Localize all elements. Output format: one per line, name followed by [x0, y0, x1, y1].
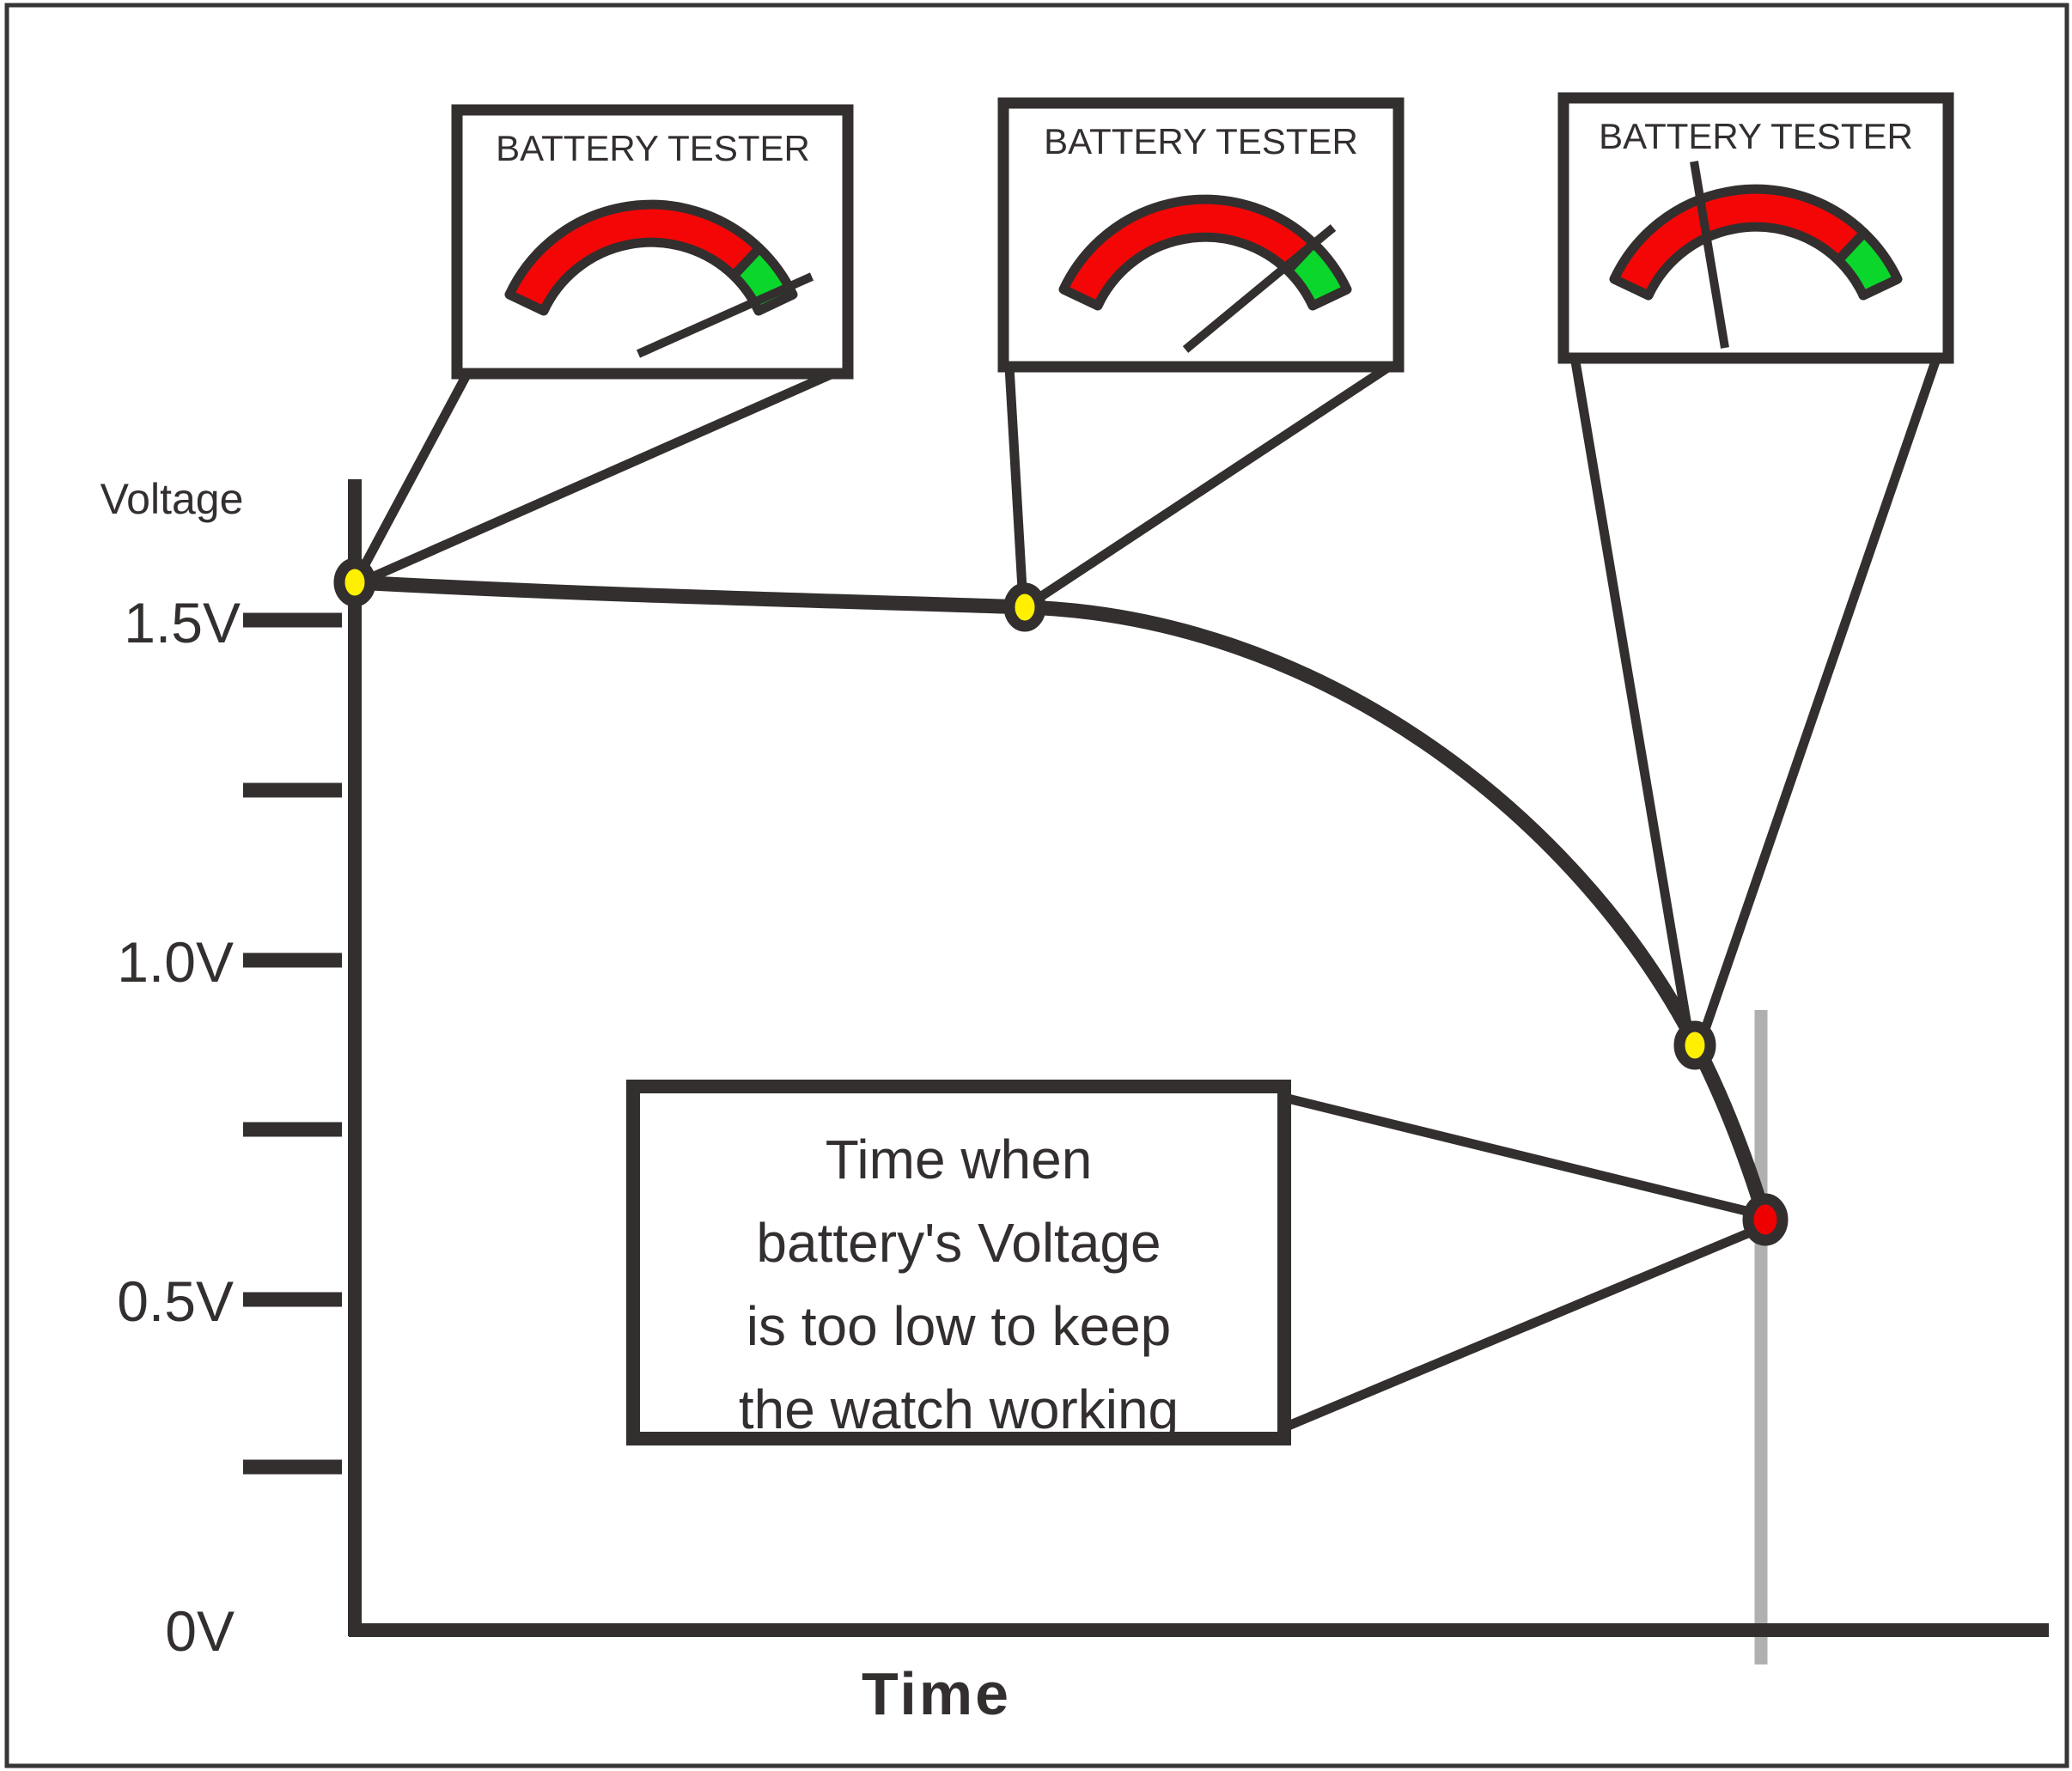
x-axis-title: Time — [862, 1660, 1011, 1727]
tester3-needle — [1690, 161, 1729, 349]
tester3-arc-green — [1833, 228, 1903, 301]
tester3-funnel-left — [1569, 356, 1695, 1042]
tick-label-1-5v: 1.5V — [124, 591, 241, 654]
battery-tester-1: BATTERY TESTER — [451, 104, 854, 380]
callout: Time when battery's Voltage is too low t… — [626, 1080, 1291, 1445]
data-point-good — [1003, 582, 1046, 632]
tester2-title: BATTERY TESTER — [1044, 121, 1358, 161]
callout-funnel-top — [1283, 1092, 1762, 1220]
tester3-funnel-right — [1697, 355, 1942, 1041]
tester1-funnel-right — [362, 367, 839, 586]
callout-line-2: battery's Voltage — [756, 1212, 1161, 1274]
tester2-needle — [1182, 224, 1337, 353]
tick-label-0-5v: 0.5V — [117, 1269, 234, 1333]
tick-label-0v: 0V — [165, 1599, 235, 1663]
callout-frame — [626, 1080, 1291, 1445]
callout-line-3: is too low to keep — [747, 1295, 1172, 1357]
tester1-title: BATTERY TESTER — [496, 128, 810, 168]
callout-funnel-bottom — [1282, 1223, 1763, 1433]
tester2-funnel-left — [1004, 366, 1028, 605]
tester2-funnel-right — [1029, 362, 1393, 606]
tester1-funnel-left — [353, 369, 472, 581]
tester3-title: BATTERY TESTER — [1599, 116, 1913, 156]
tester1-needle — [636, 272, 814, 358]
tick-label-1-0v: 1.0V — [117, 930, 234, 994]
data-point-fresh — [333, 557, 376, 607]
y-axis-title: Voltage — [101, 475, 244, 523]
tester3-frame — [1557, 92, 1954, 364]
data-point-weak — [1673, 1020, 1716, 1070]
page-border — [4, 3, 2069, 1768]
data-point-dead — [1742, 1193, 1789, 1246]
battery-tester-2: BATTERY TESTER — [997, 97, 1405, 373]
battery-tester-3: BATTERY TESTER — [1557, 92, 1954, 364]
tester2-arc-green — [1283, 238, 1352, 311]
callout-line-1: Time when — [826, 1129, 1093, 1190]
callout-line-4: the watch working — [739, 1378, 1179, 1440]
